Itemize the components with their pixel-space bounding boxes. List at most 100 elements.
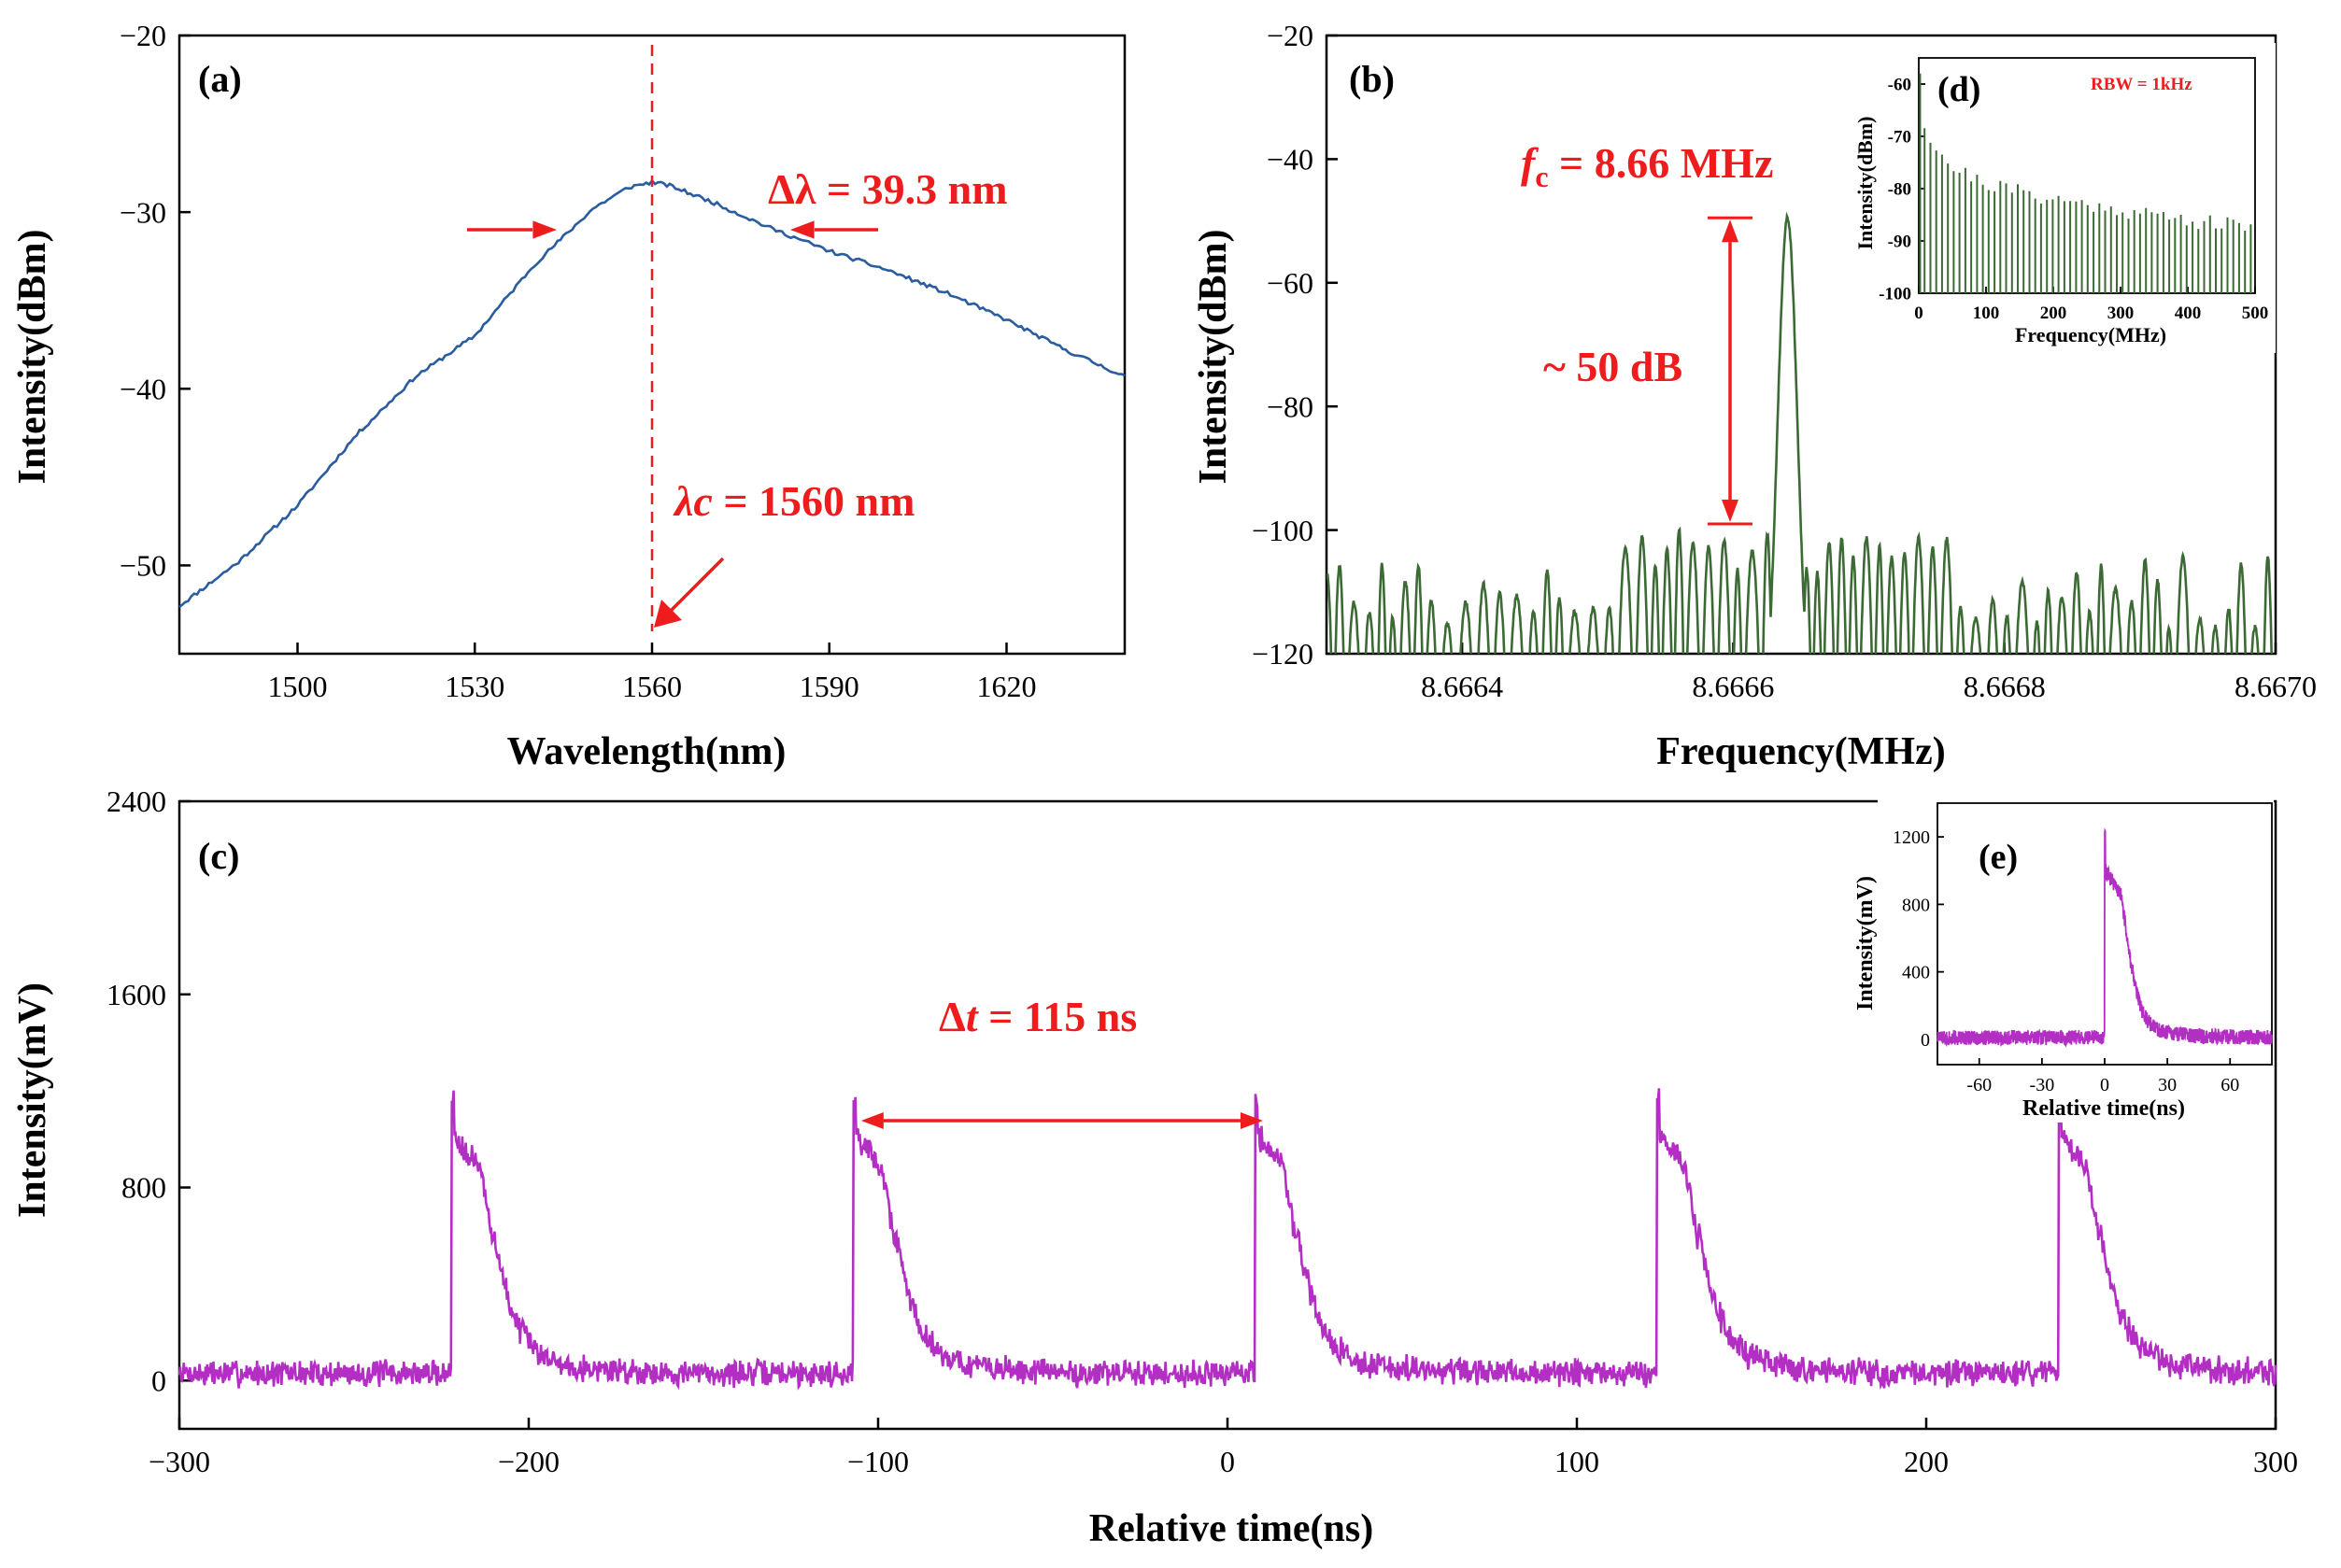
- panel-a-fwhm-annotation: Δλ = 39.3 nm: [768, 165, 1008, 213]
- panel-e-inset: -60 -30 0 30 60 0 400 800 1200 (e) Relative time…: [1853, 798, 2274, 1123]
- panel-e-xtick-label: 30: [2158, 1075, 2177, 1095]
- panel-c-ylabel: Intensity(mV): [11, 982, 54, 1218]
- panel-c-xtick-label: 100: [1554, 1445, 1599, 1478]
- panel-b-spectrum-line: [1327, 211, 2273, 654]
- panel-a-center-value: = 1560 nm: [713, 477, 915, 525]
- panel-e-xtick-label: -30: [2030, 1075, 2055, 1095]
- panel-d-axes: 0 100 200 300 400 500 -100 -90 -80 -70 -60: [1859, 43, 2276, 353]
- panel-a-ytick-label: −50: [120, 549, 166, 583]
- panel-e-xtick-label: 0: [2100, 1075, 2109, 1095]
- panel-d-ytick-label: -80: [1888, 180, 1911, 200]
- panel-e-axes: -60 -30 0 30 60 0 400 800 1200: [1878, 798, 2274, 1123]
- panel-b-ylabel: Intensity(dBm): [1192, 229, 1235, 484]
- panel-b-data: [1327, 211, 2273, 654]
- panel-c-ytick-label: 2400: [106, 784, 166, 818]
- panel-d-xtick-label: 400: [2175, 304, 2202, 323]
- panel-e-xtick-label: -60: [1966, 1075, 1992, 1095]
- panel-d-background: [1859, 43, 2276, 353]
- panel-e-xlabel: Relative time(ns): [2022, 1096, 2185, 1121]
- panel-b-xtick-label: 8.6664: [1421, 670, 1503, 703]
- panel-b-ytick-label: −60: [1267, 266, 1313, 300]
- panel-a-center-annotation: λc = 1560 nm: [673, 477, 915, 525]
- panel-d-xtick-label: 200: [2040, 304, 2067, 323]
- panel-c-xtick-label: −100: [847, 1445, 909, 1478]
- panel-a-label: (a): [198, 58, 242, 100]
- panel-c-ytick-label: 800: [121, 1171, 166, 1205]
- panel-c-xtick-label: 200: [1904, 1445, 1949, 1478]
- panel-a-ytick-label: −20: [120, 19, 166, 52]
- panel-b-axes: 8.6664 8.6666 8.6668 8.6670 −120 −100 −80 −60 −4…: [1252, 19, 2317, 703]
- panel-a-ytick-label: −40: [120, 372, 166, 405]
- panel-b-snr-arrowhead-top: [1722, 219, 1738, 243]
- panel-c-period-value: = 115 ns: [978, 993, 1138, 1040]
- panel-a: 1500 1530 1560 1590 1620 −50 −40 −30 −20 (a) Wav…: [11, 19, 1127, 773]
- panel-a-data: [178, 45, 1126, 631]
- panel-a-xtick-label: 1530: [445, 670, 504, 703]
- panel-b-ytick-label: −120: [1252, 637, 1313, 671]
- panel-c-xtick-label: 0: [1220, 1445, 1235, 1478]
- panel-e-xtick-label: 60: [2220, 1075, 2239, 1095]
- panel-a-xtick-label: 1560: [622, 670, 682, 703]
- panel-d-xtick-label: 300: [2107, 304, 2135, 323]
- panel-e-data: [1937, 827, 2273, 1048]
- panel-d-xlabel: Frequency(MHz): [2015, 323, 2166, 346]
- panel-e-ytick-label: 0: [1921, 1030, 1930, 1051]
- panel-c-xtick-label: −300: [149, 1445, 210, 1478]
- panel-c-label: (c): [198, 835, 239, 877]
- panel-b-xtick-label: 8.6668: [1964, 670, 2046, 703]
- panel-a-xtick-label: 1590: [800, 670, 859, 703]
- panel-a-center-pointer-shaft: [669, 557, 725, 613]
- panel-b-fc-symbol: f: [1521, 139, 1539, 187]
- panel-e-label: (e): [1979, 838, 2018, 877]
- panel-b-fc-annotation: fc = 8.66 MHz: [1521, 139, 1773, 193]
- panel-d-xtick-label: 500: [2242, 304, 2269, 323]
- panel-e-ylabel: Intensity(mV): [1853, 876, 1878, 1010]
- panel-b-label: (b): [1349, 58, 1395, 100]
- panel-c-t-symbol: t: [966, 993, 979, 1040]
- panel-a-fwhm-right-arrowhead: [790, 220, 815, 239]
- panel-d-ytick-label: -60: [1888, 76, 1911, 95]
- panel-a-xtick-label: 1620: [977, 670, 1037, 703]
- panel-b-ytick-label: −40: [1267, 143, 1313, 177]
- panel-c-data: [177, 1088, 2277, 1391]
- panel-d-ytick-label: -70: [1888, 128, 1911, 148]
- panel-a-xtick-label: 1500: [268, 670, 328, 703]
- panel-a-fwhm-left-arrowhead: [532, 220, 557, 239]
- panel-a-center-prefix: λc: [673, 477, 713, 525]
- panel-c-xtick-label: 300: [2253, 1445, 2298, 1478]
- panel-d-xtick-label: 0: [1914, 304, 1923, 323]
- panel-c-xtick-label: −200: [498, 1445, 560, 1478]
- panel-d-label: (d): [1937, 70, 1980, 109]
- panel-d-xtick-label: 100: [1973, 304, 2000, 323]
- panel-a-xlabel: Wavelength(nm): [507, 730, 787, 773]
- panel-d-ylabel: Intensity(dBm): [1853, 116, 1877, 249]
- panel-b-snr-arrowhead-bottom: [1722, 499, 1738, 522]
- panel-d-inset: 0 100 200 300 400 500 -100 -90 -80 -70 -60 (d) RBW…: [1853, 43, 2276, 353]
- panel-b-ytick-label: −20: [1267, 19, 1313, 52]
- panel-b-xtick-label: 8.6666: [1692, 670, 1774, 703]
- panel-e-ytick-label: 800: [1902, 895, 1930, 915]
- panel-b-ytick-label: −100: [1252, 514, 1313, 547]
- panel-b-snr-annotation: ~ 50 dB: [1543, 343, 1682, 390]
- panel-a-center-pointer-head: [654, 600, 682, 628]
- panel-e-pulse-line: [1937, 827, 2273, 1048]
- panel-a-axes: 1500 1530 1560 1590 1620 −50 −40 −30 −20: [120, 19, 1127, 703]
- panel-c-xlabel: Relative time(ns): [1089, 1507, 1373, 1550]
- panel-c-ytick-label: 0: [151, 1364, 166, 1398]
- panel-b-fc-subscript: c: [1535, 160, 1548, 193]
- panel-b-fc-value: = 8.66 MHz: [1549, 139, 1774, 187]
- panel-d-ytick-label: -90: [1888, 233, 1911, 252]
- panel-d-ytick-label: -100: [1879, 285, 1911, 304]
- panel-c-period-arrowhead-left: [860, 1112, 884, 1129]
- panel-b-xtick-label: 8.6670: [2235, 670, 2317, 703]
- panel-d-rbw-annotation: RBW = 1kHz: [2091, 75, 2192, 94]
- panel-a-ylabel: Intensity(dBm): [11, 229, 54, 484]
- panel-e-background: [1878, 798, 2274, 1123]
- panel-a-spectrum-line: [178, 178, 1126, 609]
- panel-b-xlabel: Frequency(MHz): [1656, 730, 1945, 773]
- panel-c-pulse-train: [177, 1088, 2277, 1391]
- panel-d-data: [1919, 73, 2252, 293]
